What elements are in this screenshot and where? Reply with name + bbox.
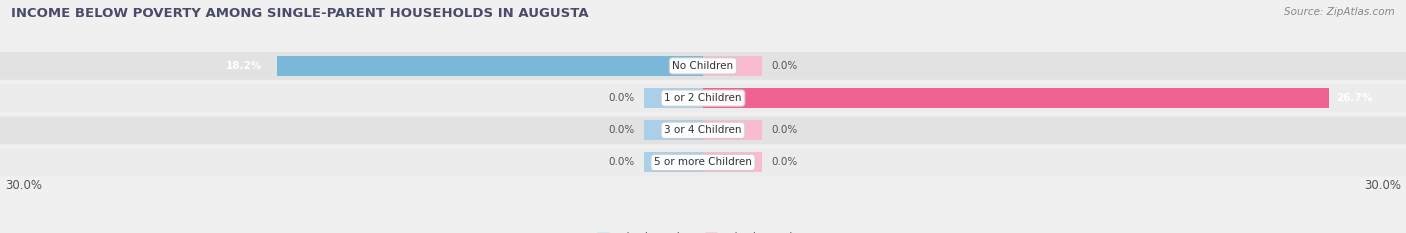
Legend: Single Father, Single Mother: Single Father, Single Mother [593, 228, 813, 233]
Bar [703, 152, 762, 172]
Text: No Children: No Children [672, 61, 734, 71]
Text: 0.0%: 0.0% [609, 125, 636, 135]
Text: 26.7%: 26.7% [1336, 93, 1372, 103]
Text: INCOME BELOW POVERTY AMONG SINGLE-PARENT HOUSEHOLDS IN AUGUSTA: INCOME BELOW POVERTY AMONG SINGLE-PARENT… [11, 7, 589, 20]
Bar [703, 56, 762, 76]
Text: 1 or 2 Children: 1 or 2 Children [664, 93, 742, 103]
Text: 5 or more Children: 5 or more Children [654, 158, 752, 168]
Text: 30.0%: 30.0% [1364, 179, 1402, 192]
Text: 3 or 4 Children: 3 or 4 Children [664, 125, 742, 135]
FancyBboxPatch shape [0, 84, 1406, 112]
Bar [644, 120, 703, 140]
Bar [644, 88, 703, 108]
FancyBboxPatch shape [0, 52, 1406, 80]
Text: 0.0%: 0.0% [770, 158, 797, 168]
Bar [703, 120, 762, 140]
Text: 0.0%: 0.0% [609, 93, 636, 103]
FancyBboxPatch shape [0, 149, 1406, 176]
Text: 30.0%: 30.0% [4, 179, 42, 192]
Bar [277, 56, 703, 76]
Text: Source: ZipAtlas.com: Source: ZipAtlas.com [1284, 7, 1395, 17]
Text: 18.2%: 18.2% [226, 61, 263, 71]
Text: 0.0%: 0.0% [770, 61, 797, 71]
Text: 0.0%: 0.0% [609, 158, 636, 168]
Bar [644, 152, 703, 172]
Text: 0.0%: 0.0% [770, 125, 797, 135]
Bar [703, 88, 1329, 108]
FancyBboxPatch shape [0, 116, 1406, 144]
